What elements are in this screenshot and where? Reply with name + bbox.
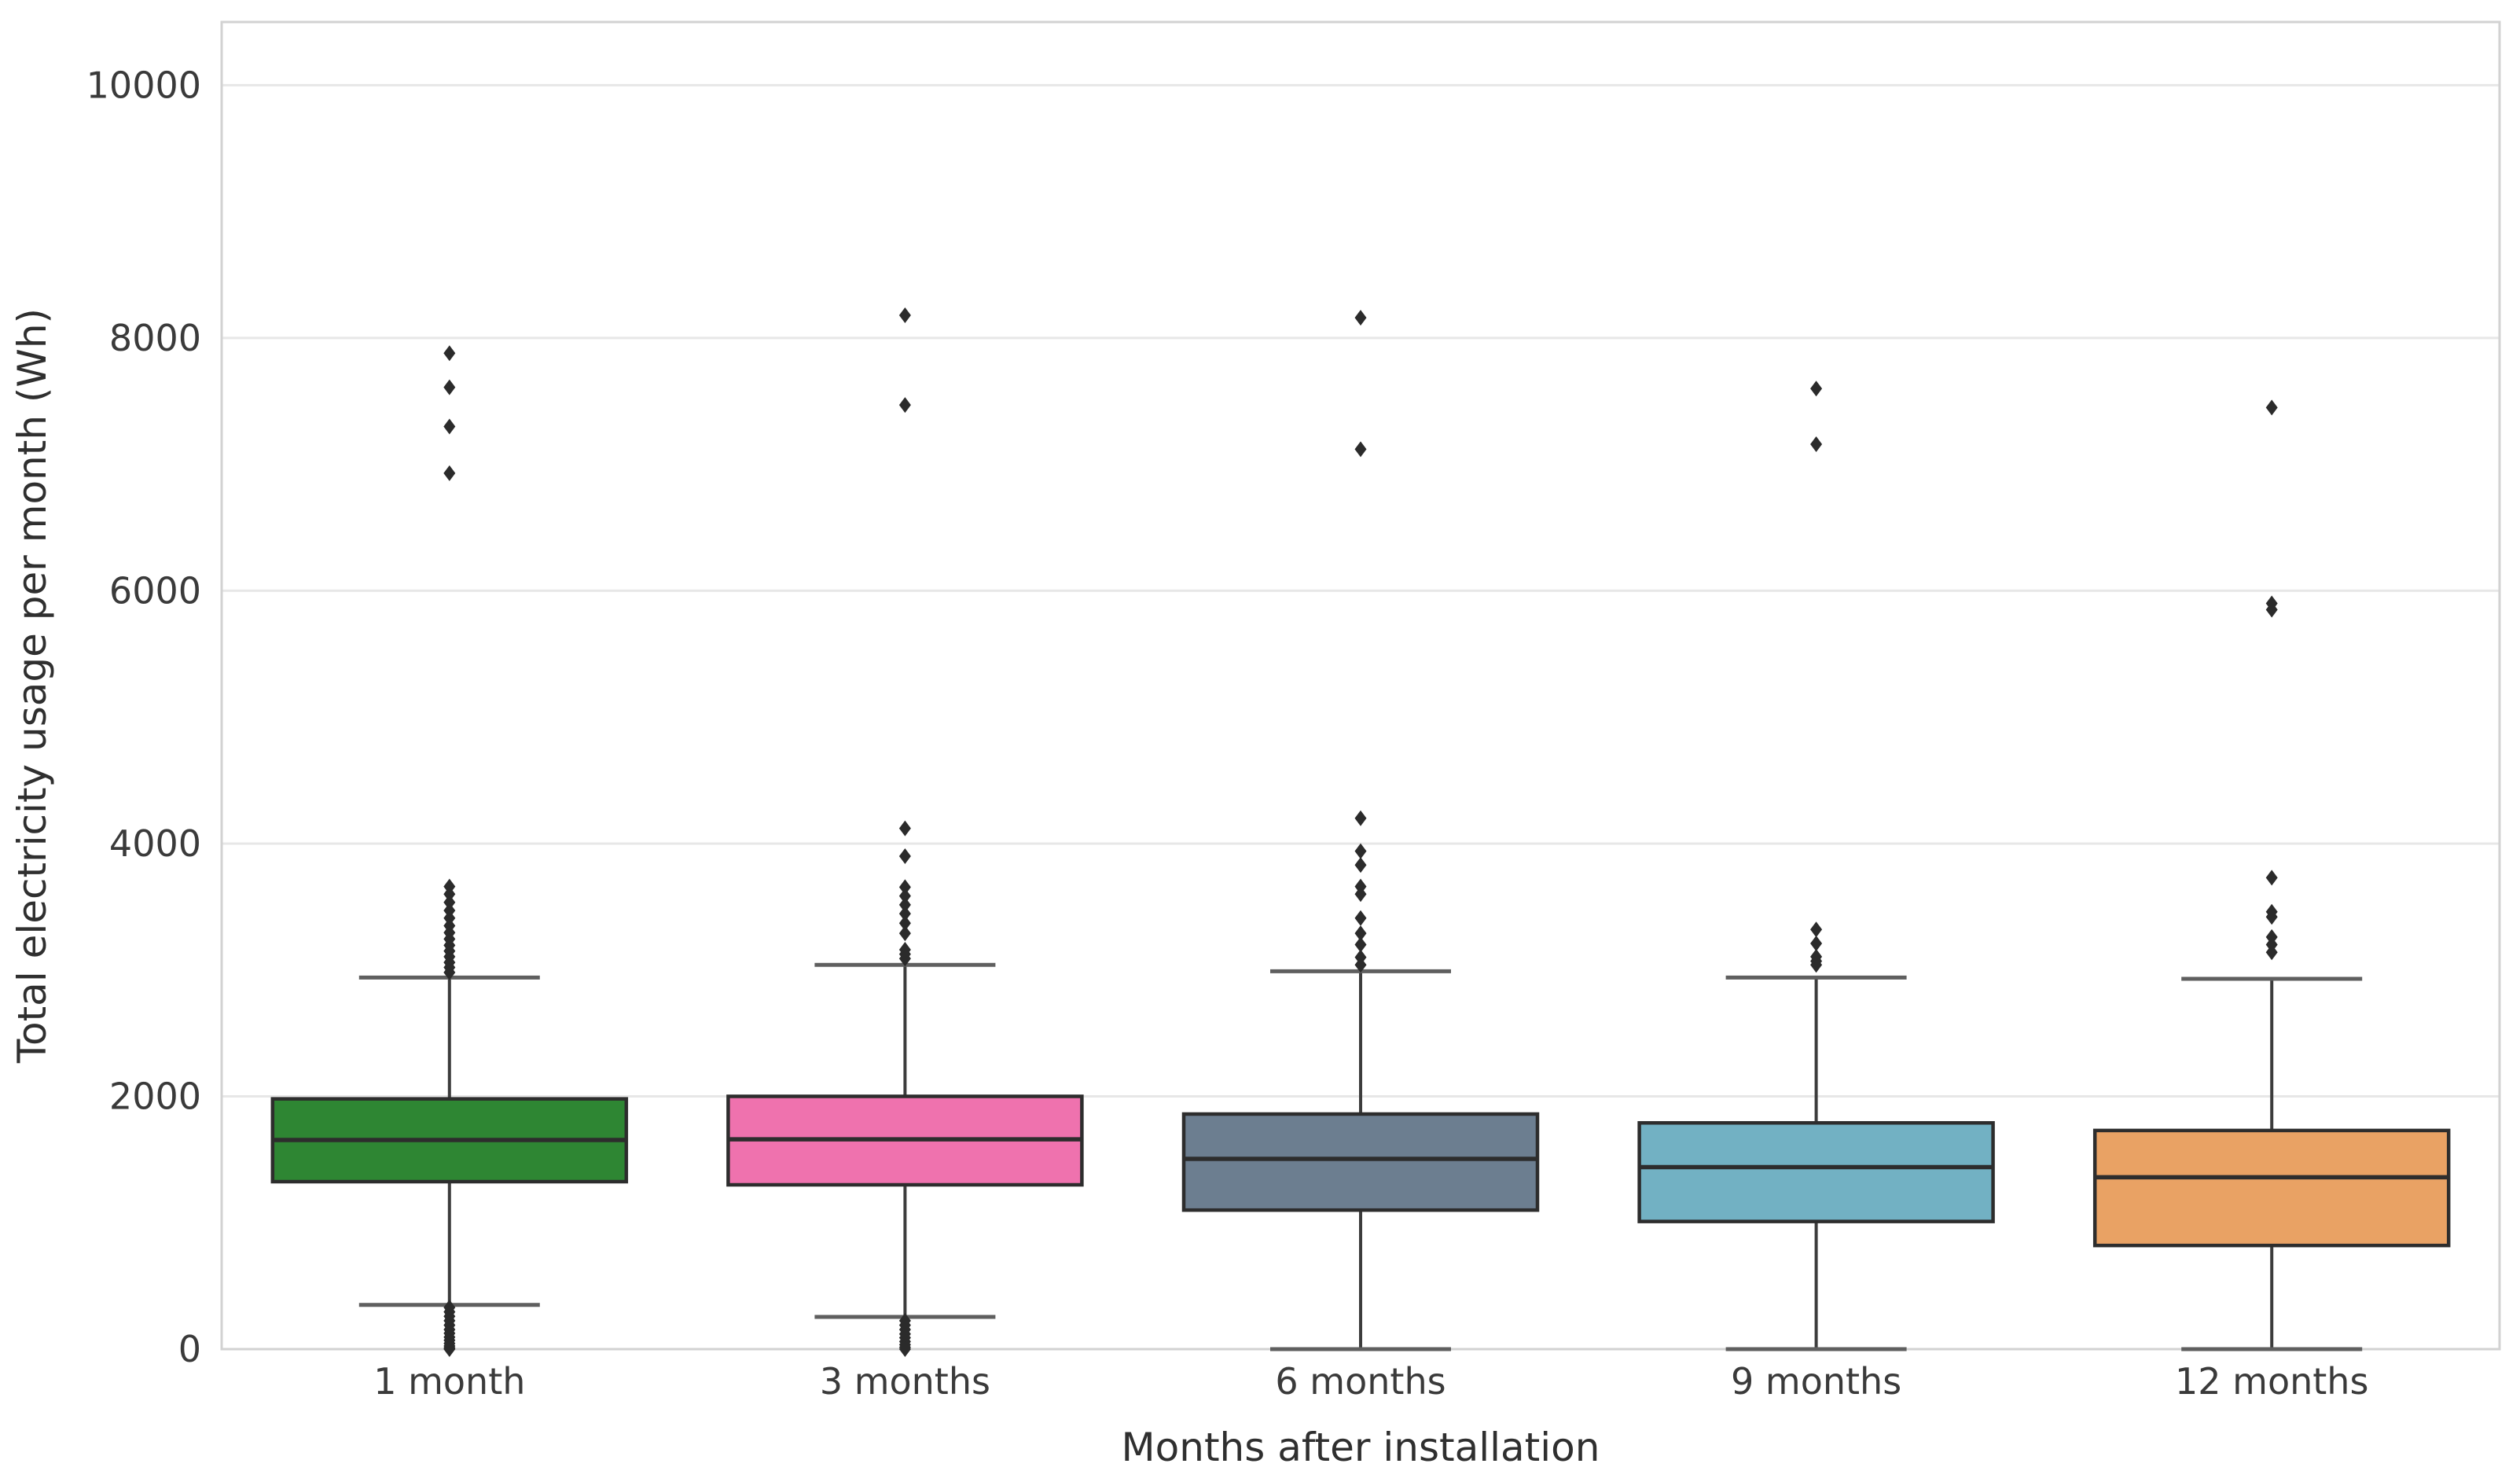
iqr-box — [2092, 1128, 2451, 1248]
outlier-point — [1354, 843, 1367, 859]
outlier-point — [1354, 810, 1367, 826]
plot-area — [270, 307, 2451, 1357]
x-tick-label-3-months: 3 months — [820, 1360, 990, 1403]
y-tick-label-0: 0 — [178, 1328, 201, 1370]
y-tick-label-8000: 8000 — [109, 317, 201, 359]
outlier-point — [1354, 441, 1367, 458]
outlier-point — [1354, 936, 1367, 953]
outlier-point — [443, 878, 456, 895]
box-group-3-months — [726, 307, 1084, 1357]
outlier-point — [898, 888, 911, 904]
outlier-point — [2265, 595, 2278, 612]
box-group-6-months — [1181, 310, 1540, 1351]
outlier-point — [898, 1312, 911, 1329]
outlier-point — [1354, 878, 1367, 895]
outlier-point — [898, 925, 911, 942]
outlier-point — [898, 820, 911, 837]
outlier-point — [443, 1299, 456, 1315]
x-tick-label-1-month: 1 month — [373, 1360, 525, 1403]
outlier-point — [1810, 935, 1823, 951]
outlier-point — [443, 345, 456, 362]
outlier-point — [2265, 399, 2278, 416]
outlier-point — [443, 379, 456, 395]
outlier-point — [443, 894, 456, 910]
x-axis-title: Months after installation — [1122, 1425, 1600, 1470]
outlier-point — [1354, 857, 1367, 873]
outlier-point — [898, 879, 911, 895]
outlier-point — [2265, 870, 2278, 886]
outlier-point — [443, 903, 456, 919]
outlier-point — [1354, 310, 1367, 326]
outlier-point — [443, 465, 456, 481]
iqr-box — [1637, 1120, 1995, 1223]
x-tick-label-12-months: 12 months — [2175, 1360, 2368, 1403]
outlier-point — [2265, 903, 2278, 920]
outlier-point — [1354, 925, 1367, 942]
outlier-point — [898, 896, 911, 913]
outlier-point — [898, 915, 911, 932]
x-tick-label-9-months: 9 months — [1731, 1360, 1901, 1403]
outlier-point — [1810, 948, 1823, 965]
box-group-1-month — [270, 345, 629, 1357]
box-group-12-months — [2092, 399, 2451, 1351]
outlier-point — [1354, 949, 1367, 965]
outlier-point — [443, 418, 456, 435]
outlier-point — [898, 906, 911, 922]
y-tick-label-6000: 6000 — [109, 569, 201, 612]
box-group-9-months — [1637, 381, 1995, 1351]
outlier-point — [1354, 910, 1367, 926]
outlier-point — [898, 848, 911, 865]
outlier-point — [898, 397, 911, 414]
y-tick-label-4000: 4000 — [109, 822, 201, 865]
outlier-point — [1810, 436, 1823, 452]
x-tick-label-6-months: 6 months — [1275, 1360, 1446, 1403]
outlier-point — [2265, 929, 2278, 945]
outlier-point — [1810, 921, 1823, 938]
iqr-box — [1181, 1112, 1540, 1212]
y-tick-label-10000: 10000 — [86, 64, 201, 106]
outlier-point — [898, 941, 911, 958]
y-tick-label-2000: 2000 — [109, 1075, 201, 1117]
gridline-layer — [220, 20, 2501, 1351]
y-axis-title: Total electricity usage per month (Wh) — [9, 308, 55, 1064]
outlier-point — [1810, 381, 1823, 397]
outlier-point — [898, 307, 911, 323]
axis-layer: 0 2000 4000 6000 8000 10000 1 month 3 months 6 m… — [86, 64, 2369, 1403]
